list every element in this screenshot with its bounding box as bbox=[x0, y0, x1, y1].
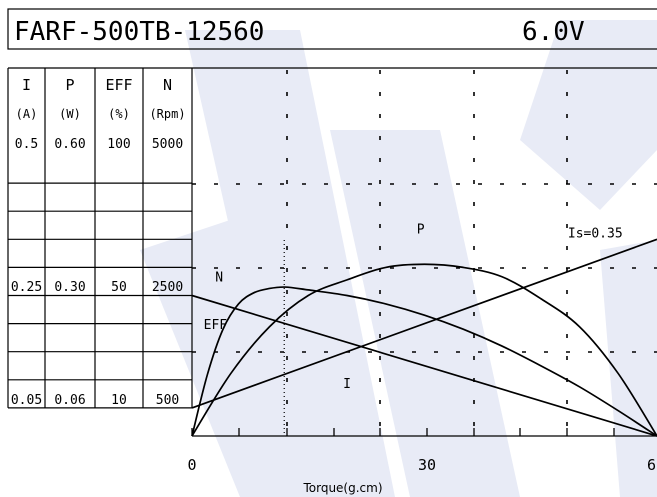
x-axis-label: Torque(g.cm) bbox=[302, 481, 382, 495]
watermark-logo bbox=[140, 20, 657, 497]
curve-i bbox=[191, 238, 657, 409]
curve-label-p: P bbox=[417, 223, 425, 238]
table-cell: 5000 bbox=[152, 137, 183, 152]
x-tick-label: 30 bbox=[418, 456, 436, 474]
column-symbol: EFF bbox=[105, 76, 132, 94]
curve-eff bbox=[191, 286, 657, 437]
x-tick-label: 0 bbox=[187, 456, 196, 474]
column-unit: (W) bbox=[59, 107, 81, 121]
column-symbol: I bbox=[22, 76, 31, 94]
spec-table: I (A) P (W) EFF (%) N (Rpm) 0.5 0.60 100 5000 0.25 0.… bbox=[7, 67, 657, 409]
table-cell: 100 bbox=[107, 137, 130, 152]
curve-n bbox=[191, 294, 657, 437]
header-box bbox=[7, 8, 657, 50]
table-cell: 0.30 bbox=[54, 280, 85, 295]
table-cell: 0.06 bbox=[54, 393, 85, 408]
curve-p bbox=[191, 263, 657, 437]
model-title: FARF-500TB-12560 bbox=[14, 17, 264, 47]
column-unit: (A) bbox=[16, 107, 38, 121]
table-cell: 50 bbox=[111, 280, 127, 295]
column-unit: (Rpm) bbox=[149, 107, 185, 121]
table-cell: 10 bbox=[111, 393, 127, 408]
curve-label-n: N bbox=[215, 270, 223, 285]
column-symbol: P bbox=[65, 76, 74, 94]
table-cell: 0.60 bbox=[54, 137, 85, 152]
curve-label-i: I bbox=[343, 377, 351, 392]
x-tick-label: 60 bbox=[647, 456, 657, 474]
table-cell: 0.25 bbox=[11, 280, 42, 295]
curve-labels: N I P EFF bbox=[204, 223, 425, 393]
performance-chart: 0 30 60 N I P EFF Is=0.35 Torque(g.cm) bbox=[187, 70, 657, 495]
curves bbox=[191, 238, 657, 437]
column-unit: (%) bbox=[108, 107, 130, 121]
column-symbol: N bbox=[163, 76, 172, 94]
table-cell: 2500 bbox=[152, 280, 183, 295]
x-axis-ticks: 0 30 60 bbox=[187, 428, 657, 474]
table-cell: 500 bbox=[156, 393, 179, 408]
table-cell: 0.05 bbox=[11, 393, 42, 408]
curve-label-eff: EFF bbox=[204, 318, 228, 333]
table-cell: 0.5 bbox=[15, 137, 38, 152]
voltage-label: 6.0V bbox=[522, 17, 585, 47]
is-annotation: Is=0.35 bbox=[568, 226, 623, 241]
